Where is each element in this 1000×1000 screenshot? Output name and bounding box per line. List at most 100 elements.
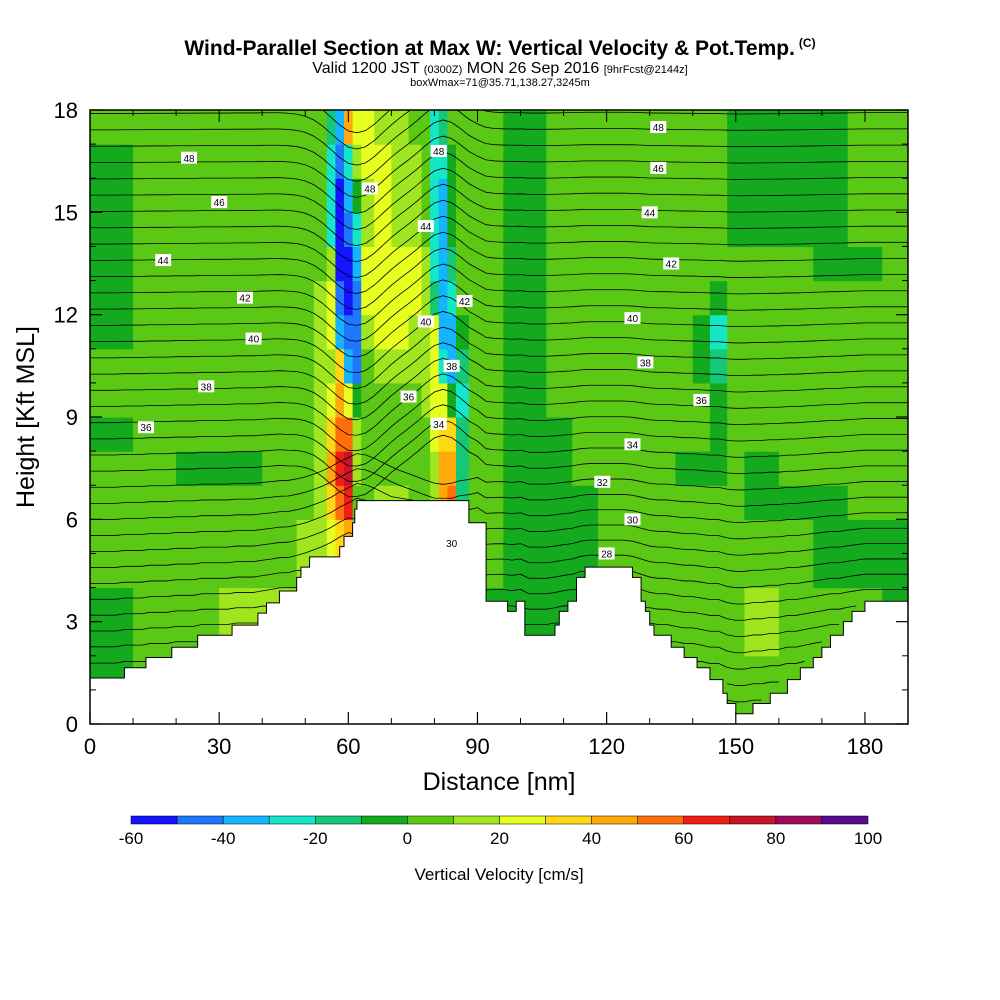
w-cell <box>744 212 780 248</box>
w-cell <box>430 110 440 145</box>
theta-contour-line <box>90 661 805 670</box>
w-cell <box>326 417 336 452</box>
colorbar-tick-label: 0 <box>403 829 412 848</box>
w-cell <box>391 451 410 486</box>
w-cell <box>430 382 440 418</box>
theta-label-text: 42 <box>666 260 678 271</box>
w-cell <box>709 451 728 486</box>
w-cell <box>572 485 599 520</box>
w-cell <box>296 144 315 179</box>
w-cell <box>520 110 547 145</box>
colorbar-swatch <box>268 815 316 825</box>
w-cell <box>335 417 345 452</box>
w-cell <box>623 110 651 145</box>
w-cell <box>546 212 573 248</box>
w-cell <box>598 280 625 316</box>
theta-label-text: 40 <box>420 317 432 328</box>
theta-contour-line <box>90 434 908 498</box>
w-cell <box>675 348 694 384</box>
w-cell <box>335 144 345 179</box>
w-cell <box>344 451 354 486</box>
w-cell <box>692 212 711 248</box>
w-cell <box>675 382 694 418</box>
w-cell <box>335 178 345 213</box>
w-cell <box>744 587 780 657</box>
w-cell <box>438 212 448 248</box>
w-cell <box>727 485 745 520</box>
w-cell <box>374 280 392 316</box>
valid-time-jst: Valid 1200 JST <box>312 60 420 77</box>
w-cell <box>882 348 908 384</box>
w-cell <box>326 280 336 316</box>
w-cell <box>598 417 625 452</box>
theta-contour-line <box>90 497 908 540</box>
theta-label: 30 <box>624 513 641 526</box>
w-cell <box>219 110 263 145</box>
w-cell <box>572 110 599 145</box>
theta-label: 46 <box>211 196 228 209</box>
w-cell <box>744 417 780 452</box>
w-cell <box>778 144 814 179</box>
w-cell <box>623 246 651 282</box>
theta-label: 38 <box>198 380 215 393</box>
w-cell <box>335 451 345 486</box>
w-cell <box>447 417 457 452</box>
w-cell <box>430 451 440 486</box>
y-tick-label: 18 <box>54 98 78 123</box>
theta-label: 32 <box>594 475 611 489</box>
w-cell <box>468 280 487 316</box>
w-cell <box>692 451 711 486</box>
w-cell <box>335 485 345 520</box>
w-cell <box>219 348 263 384</box>
w-cell <box>421 110 431 145</box>
w-cell <box>391 348 410 384</box>
w-cell <box>486 314 504 350</box>
w-cell <box>90 314 134 350</box>
w-cell <box>503 178 522 213</box>
theta-label: 34 <box>624 438 641 451</box>
w-cell <box>692 348 711 384</box>
w-cell <box>486 246 504 282</box>
theta-contour-line <box>90 151 908 214</box>
colorbar-label: Vertical Velocity [cm/s] <box>414 865 583 884</box>
w-cell <box>744 110 780 145</box>
theta-label-bg <box>361 182 378 195</box>
theta-label-text: 36 <box>696 396 708 407</box>
theta-label: 30 <box>443 537 460 550</box>
w-cell <box>90 519 134 589</box>
w-cell <box>813 348 849 384</box>
theta-label-bg <box>650 121 667 134</box>
w-cell <box>326 144 336 179</box>
w-cell <box>421 314 431 350</box>
w-cell <box>486 110 504 145</box>
w-cell <box>133 314 177 350</box>
colorbar-swatch <box>683 815 731 825</box>
w-cell <box>296 280 315 316</box>
theta-label-text: 30 <box>627 515 639 526</box>
theta-label-text: 42 <box>239 294 251 305</box>
w-cell <box>709 348 728 384</box>
w-cell <box>598 348 625 384</box>
w-cell <box>361 417 375 452</box>
theta-label-bg <box>417 315 434 328</box>
w-cell <box>438 178 448 213</box>
w-cell <box>692 314 711 350</box>
w-cell <box>313 382 328 418</box>
w-cell <box>598 110 625 145</box>
w-cell <box>438 144 448 179</box>
theta-label-text: 40 <box>248 335 260 346</box>
w-cell <box>326 178 336 213</box>
theta-label: 34 <box>430 417 447 431</box>
theta-label: 36 <box>693 393 710 407</box>
w-cell <box>296 382 315 418</box>
w-cell <box>176 485 220 520</box>
w-cell <box>692 144 711 179</box>
w-cell <box>503 485 522 520</box>
valid-time-utc: (0300Z) <box>423 64 463 76</box>
w-cell <box>326 485 336 520</box>
y-tick-label: 12 <box>54 303 78 328</box>
w-cell <box>262 246 298 282</box>
w-cell <box>90 178 134 213</box>
w-cell <box>421 280 431 316</box>
w-cell <box>133 451 177 486</box>
